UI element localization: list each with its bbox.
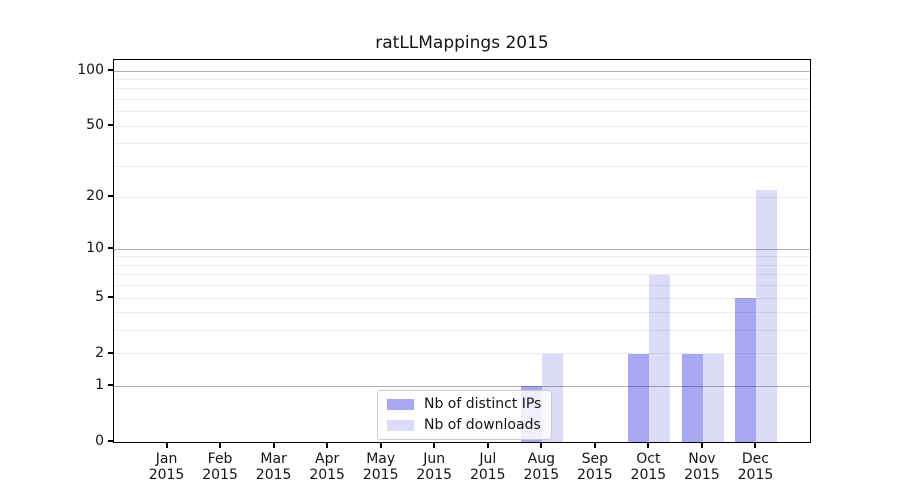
y-tick-label: 1 [95,377,104,394]
x-tick-mark [379,443,382,448]
x-tick-mark [433,443,436,448]
y-tick-label: 2 [95,344,104,361]
legend-item: Nb of downloads [387,417,541,433]
y-tick-label: 50 [86,117,104,134]
gridline-minor [114,330,810,332]
y-tick-label: 100 [77,62,104,79]
x-tick-label: Mar 2015 [255,451,292,483]
gridline-minor [114,79,810,80]
bar-nb-of-distinct-ips-nov-2015 [681,353,703,442]
y-tick-label: 10 [86,240,104,257]
bar-nb-of-downloads-dec-2015 [756,190,778,442]
gridline-minor [114,256,810,258]
x-tick-label: Feb 2015 [202,451,238,483]
legend-label: Nb of distinct IPs [424,396,542,412]
x-tick-label: Nov 2015 [684,451,720,483]
y-tick-mark [108,440,113,442]
gridline-minor [114,353,810,355]
gridline-minor [114,143,810,145]
x-tick-mark [647,443,650,448]
bar-nb-of-distinct-ips-oct-2015 [628,353,650,442]
x-tick-mark [540,443,543,448]
gridline-minor [114,111,810,113]
x-tick-mark [700,443,703,448]
y-tick-mark [108,296,113,298]
gridline-minor [114,88,810,90]
bars-layer [114,60,810,442]
gridline-major [114,385,810,387]
x-tick-label: Jun 2015 [416,451,453,483]
y-tick-mark [108,351,113,354]
x-tick-mark [754,443,757,448]
x-tick-mark [272,443,275,448]
gridline-minor [114,297,810,299]
gridline-minor [114,165,810,167]
gridline-minor [114,285,810,287]
gridline-major [114,248,810,250]
plot-area: Nb of distinct IPs Nb of downloads [113,59,811,443]
grid-layer [114,60,810,442]
gridline-major [114,70,810,72]
y-tick-mark [108,247,113,250]
x-tick-label: Oct 2015 [630,451,667,483]
y-tick-label: 20 [86,188,104,205]
x-tick-label: Jan 2015 [148,451,185,483]
legend-label: Nb of downloads [424,417,541,433]
legend-item: Nb of distinct IPs [387,396,541,412]
x-tick-label: Jul 2015 [469,451,506,483]
y-tick-mark [108,124,113,127]
y-tick-mark [108,69,113,72]
gridline-minor [114,98,810,100]
gridline-minor [114,264,810,266]
legend-swatch-distinct-ips [387,398,414,410]
x-tick-mark [593,443,596,448]
x-tick-mark [219,443,222,448]
x-tick-mark [165,443,168,448]
y-tick-mark [108,195,113,198]
y-tick-mark [108,384,113,387]
legend-swatch-downloads [387,419,414,431]
x-tick-label: Sep 2015 [577,451,613,483]
legend: Nb of distinct IPs Nb of downloads [377,390,553,440]
bar-nb-of-distinct-ips-dec-2015 [735,298,757,442]
x-tick-mark [486,443,489,448]
bar-nb-of-downloads-oct-2015 [649,274,671,442]
x-tick-label: May 2015 [362,451,399,483]
gridline-minor [114,312,810,314]
gridline-minor [114,196,810,198]
x-tick-mark [326,443,329,448]
gridline-minor [114,274,810,276]
chart-title: ratLLMappings 2015 [375,33,549,53]
x-tick-label: Aug 2015 [523,451,560,483]
y-tick-label: 0 [95,433,104,449]
x-tick-label: Apr 2015 [309,451,345,483]
bar-nb-of-downloads-nov-2015 [702,353,724,442]
y-tick-label: 5 [95,289,104,305]
x-tick-label: Dec 2015 [737,451,774,483]
gridline-minor [114,125,810,127]
